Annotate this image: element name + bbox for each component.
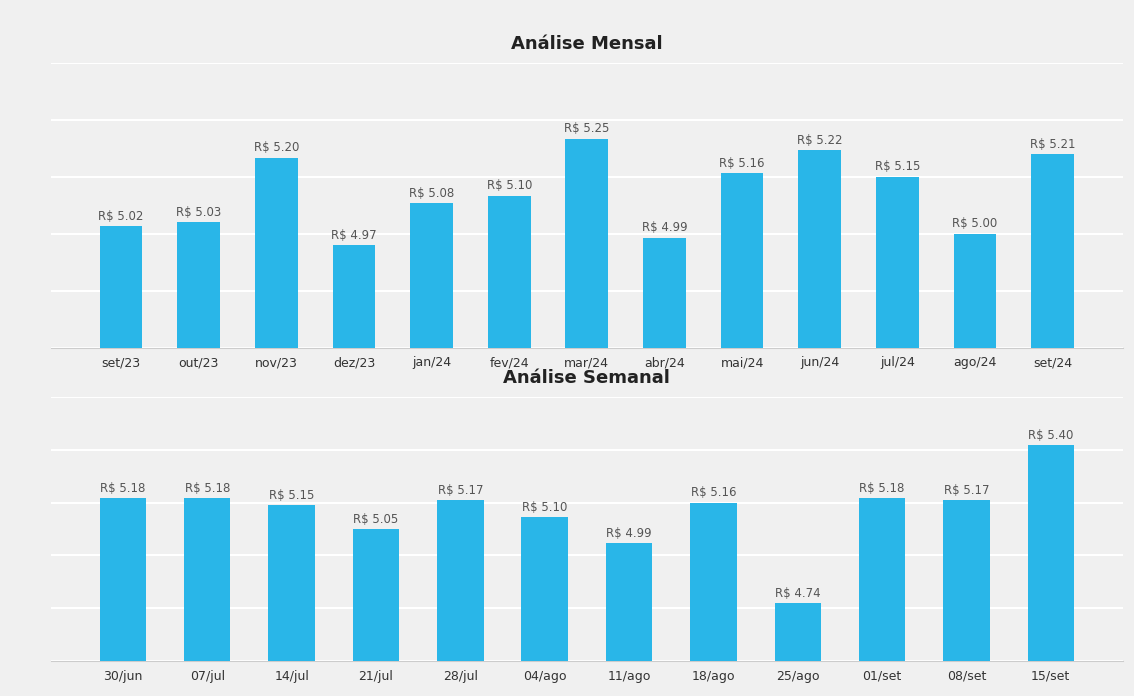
Bar	[269, 505, 315, 661]
Text: R$ 5.17: R$ 5.17	[438, 484, 483, 497]
Text: R$ 4.99: R$ 4.99	[607, 527, 652, 540]
Text: R$ 5.21: R$ 5.21	[1030, 138, 1075, 150]
Bar	[522, 517, 568, 661]
Bar	[691, 503, 737, 661]
Bar	[177, 223, 220, 348]
Text: R$ 5.05: R$ 5.05	[354, 513, 399, 525]
Text: R$ 5.22: R$ 5.22	[797, 134, 843, 147]
Bar	[353, 529, 399, 661]
Text: R$ 5.25: R$ 5.25	[564, 122, 610, 135]
Bar	[332, 245, 375, 348]
Text: R$ 5.00: R$ 5.00	[953, 217, 998, 230]
Bar	[437, 500, 483, 661]
Bar	[488, 196, 531, 348]
Bar	[721, 173, 763, 348]
Text: R$ 5.16: R$ 5.16	[719, 157, 764, 170]
Bar	[566, 139, 608, 348]
Bar	[1031, 154, 1074, 348]
Text: R$ 5.16: R$ 5.16	[691, 487, 736, 499]
Bar	[606, 544, 652, 661]
Bar	[943, 500, 990, 661]
Bar	[954, 234, 997, 348]
Bar	[100, 226, 143, 348]
Bar	[184, 498, 230, 661]
Title: Análise Mensal: Análise Mensal	[511, 35, 662, 53]
Text: R$ 5.15: R$ 5.15	[874, 160, 920, 173]
Bar	[875, 177, 919, 348]
Text: R$ 4.74: R$ 4.74	[775, 587, 821, 601]
Title: Análise Semanal: Análise Semanal	[503, 369, 670, 387]
Text: R$ 5.20: R$ 5.20	[254, 141, 299, 155]
Text: R$ 5.10: R$ 5.10	[522, 500, 567, 514]
Bar	[798, 150, 841, 348]
Bar	[643, 237, 686, 348]
Text: R$ 5.03: R$ 5.03	[176, 206, 221, 219]
Text: R$ 5.10: R$ 5.10	[486, 180, 532, 192]
Text: R$ 5.02: R$ 5.02	[99, 209, 144, 223]
Text: R$ 5.18: R$ 5.18	[100, 482, 145, 495]
Bar	[411, 203, 452, 348]
Text: R$ 5.08: R$ 5.08	[409, 187, 455, 200]
Bar	[100, 498, 146, 661]
Text: R$ 5.17: R$ 5.17	[943, 484, 989, 497]
Bar	[255, 158, 298, 348]
Text: R$ 5.18: R$ 5.18	[860, 482, 905, 495]
Text: R$ 5.40: R$ 5.40	[1029, 429, 1074, 442]
Bar	[1027, 445, 1074, 661]
Text: R$ 5.15: R$ 5.15	[269, 489, 314, 502]
Bar	[775, 603, 821, 661]
Text: R$ 4.99: R$ 4.99	[642, 221, 687, 235]
Text: R$ 4.97: R$ 4.97	[331, 229, 376, 242]
Text: R$ 5.18: R$ 5.18	[185, 482, 230, 495]
Bar	[858, 498, 905, 661]
